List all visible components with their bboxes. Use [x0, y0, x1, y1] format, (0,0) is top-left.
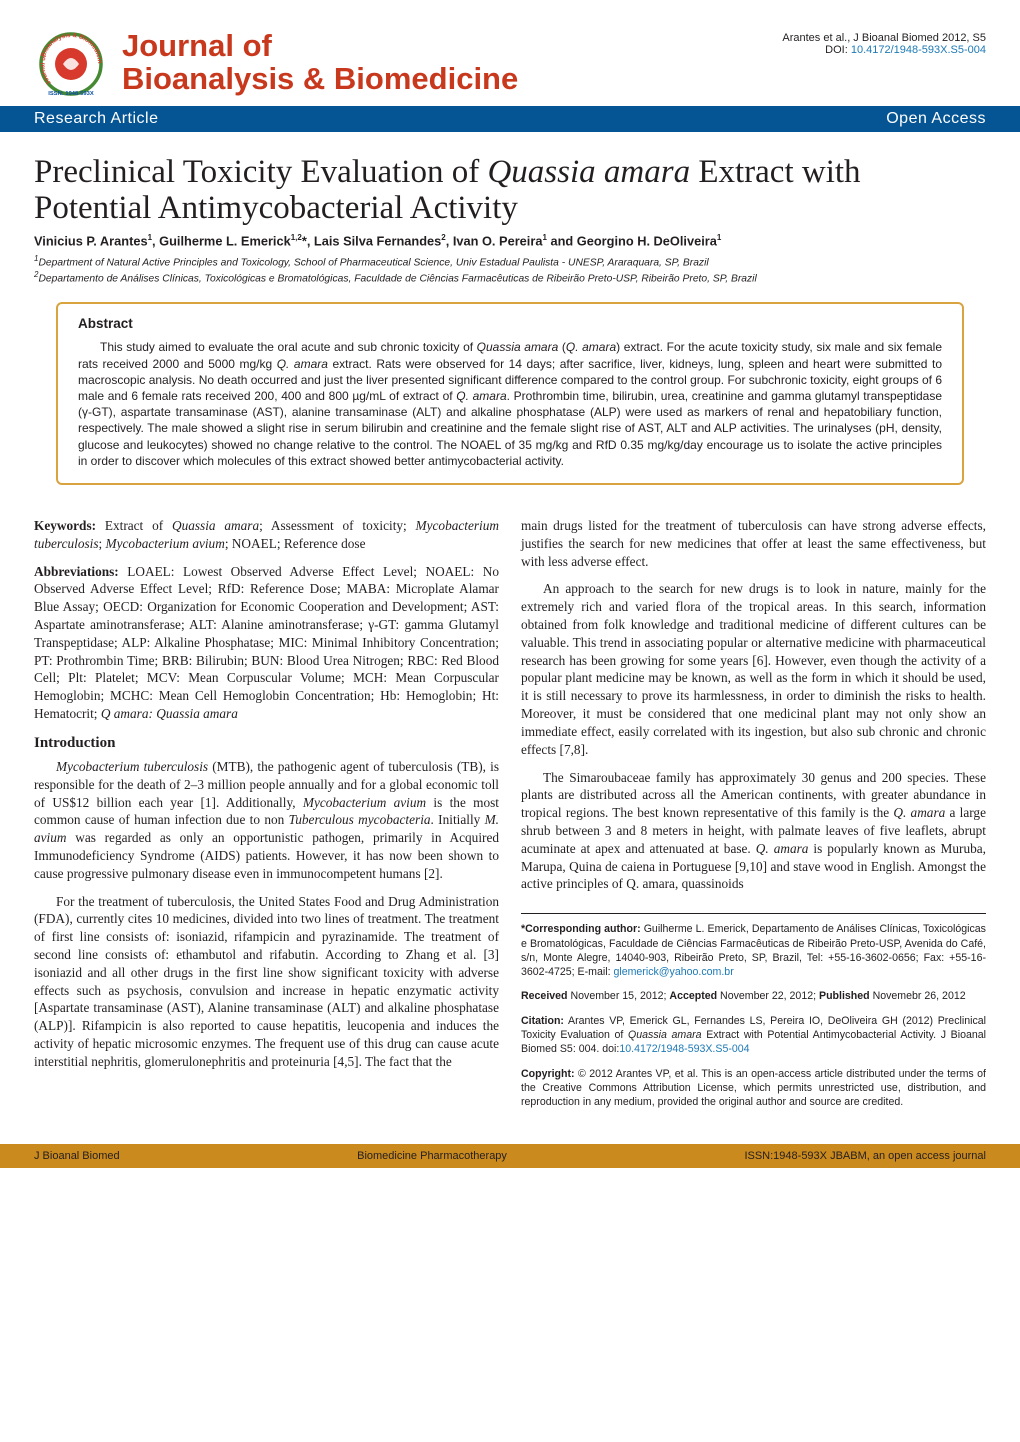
right-para-2: An approach to the search for new drugs …: [521, 580, 986, 758]
article-title: Preclinical Toxicity Evaluation of Quass…: [34, 154, 986, 227]
keywords-para: Keywords: Extract of Quassia amara; Asse…: [34, 517, 499, 553]
right-para-3: The Simaroubaceae family has approximate…: [521, 769, 986, 894]
journal-brand: Bioanalysis & Biomedicine Journal of ISS…: [34, 24, 518, 98]
attribution-doi: DOI: 10.4172/1948-593X.S5-004: [782, 44, 986, 56]
banner-article-type: Research Article: [34, 110, 159, 128]
citation-block: Citation: Arantes VP, Emerick GL, Fernan…: [521, 1014, 986, 1057]
title-part-plain: Preclinical Toxicity Evaluation of: [34, 154, 487, 190]
journal-logo: Bioanalysis & Biomedicine Journal of ISS…: [34, 24, 108, 98]
footer-center: Biomedicine Pharmacotherapy: [357, 1150, 507, 1162]
journal-title-line2: Bioanalysis & Biomedicine: [122, 61, 518, 97]
svg-text:Journal of: Journal of: [40, 53, 52, 85]
intro-para-1: Mycobacterium tuberculosis (MTB), the pa…: [34, 758, 499, 883]
two-column-body: Keywords: Extract of Quassia amara; Asse…: [0, 517, 1020, 1144]
abbreviations-label: Abbreviations:: [34, 564, 119, 579]
journal-title-line1: Journal of: [122, 30, 518, 61]
affiliation-2: 2Departamento de Análises Clínicas, Toxi…: [34, 270, 986, 286]
page-header: Bioanalysis & Biomedicine Journal of ISS…: [0, 0, 1020, 106]
left-column: Keywords: Extract of Quassia amara; Asse…: [34, 517, 499, 1120]
footer-right: ISSN:1948-593X JBABM, an open access jou…: [744, 1150, 986, 1162]
svg-text:ISSN: 1948-593X: ISSN: 1948-593X: [48, 91, 94, 97]
authors-line: Vinicius P. Arantes1, Guilherme L. Emeri…: [34, 233, 986, 248]
correspondence-box: *Corresponding author: Guilherme L. Emer…: [521, 913, 986, 1109]
abstract-heading: Abstract: [78, 316, 942, 331]
affiliations-block: 1Department of Natural Active Principles…: [34, 254, 986, 287]
keywords-text: Extract of Quassia amara; Assessment of …: [34, 518, 499, 551]
abbreviations-para: Abbreviations: LOAEL: Lowest Observed Ad…: [34, 563, 499, 723]
abstract-box: Abstract This study aimed to evaluate th…: [56, 302, 964, 485]
introduction-heading: Introduction: [34, 735, 499, 752]
copyright-block: Copyright: © 2012 Arantes VP, et al. Thi…: [521, 1067, 986, 1110]
banner-bar: Research Article Open Access: [0, 106, 1020, 132]
footer-bar: J Bioanal Biomed Biomedicine Pharmacothe…: [0, 1144, 1020, 1168]
intro-para-2: For the treatment of tuberculosis, the U…: [34, 893, 499, 1071]
article-header-section: Preclinical Toxicity Evaluation of Quass…: [0, 132, 1020, 517]
keywords-label: Keywords:: [34, 518, 96, 533]
journal-title-block: Journal of Bioanalysis & Biomedicine: [122, 24, 518, 97]
affiliation-1: 1Department of Natural Active Principles…: [34, 254, 986, 270]
doi-link[interactable]: 10.4172/1948-593X.S5-004: [851, 44, 986, 56]
doi-label: DOI:: [825, 44, 851, 56]
abbreviations-text: LOAEL: Lowest Observed Adverse Effect Le…: [34, 564, 499, 722]
right-column: main drugs listed for the treatment of t…: [521, 517, 986, 1120]
right-para-1: main drugs listed for the treatment of t…: [521, 517, 986, 570]
attribution-author: Arantes et al., J Bioanal Biomed 2012, S…: [782, 32, 986, 44]
header-attribution: Arantes et al., J Bioanal Biomed 2012, S…: [782, 24, 986, 56]
abstract-body: This study aimed to evaluate the oral ac…: [78, 339, 942, 469]
footer-left: J Bioanal Biomed: [34, 1150, 120, 1162]
article-dates: Received November 15, 2012; Accepted Nov…: [521, 989, 986, 1003]
corresponding-author: *Corresponding author: Guilherme L. Emer…: [521, 922, 986, 979]
banner-access-type: Open Access: [886, 110, 986, 128]
title-part-italic: Quassia amara: [487, 154, 690, 190]
